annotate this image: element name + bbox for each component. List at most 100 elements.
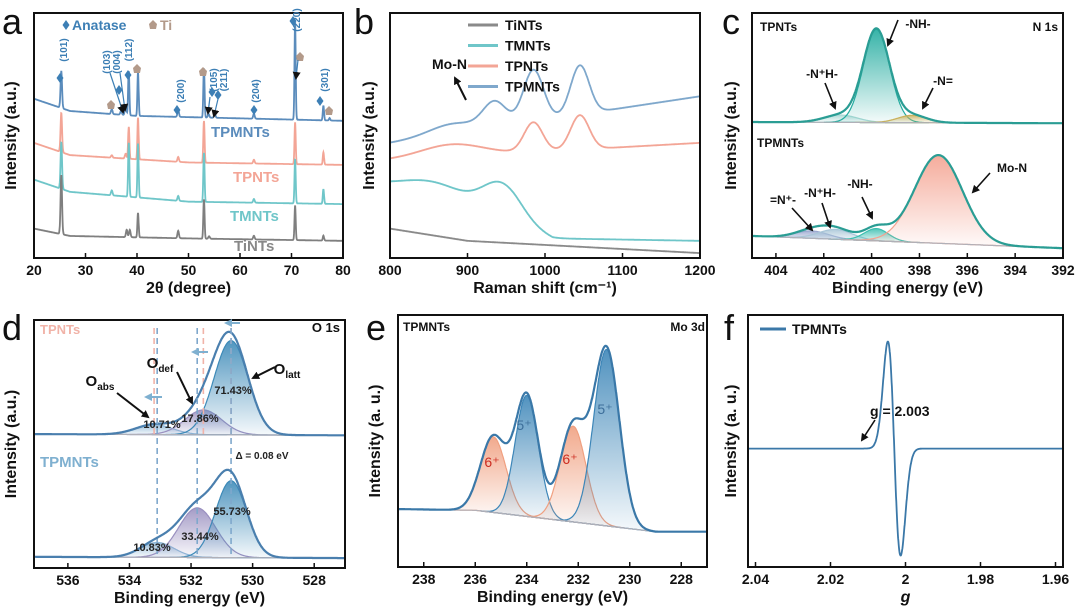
x-tick-label: 234 <box>515 571 539 587</box>
x-tick-label: 228 <box>670 571 694 587</box>
annotation: 71.43% <box>214 385 252 397</box>
annotation-mo-n: Mo-N <box>432 56 467 72</box>
series-line-TPMNTs <box>748 340 1063 557</box>
x-tick-label: 528 <box>303 572 327 588</box>
peak-label: -NH- <box>847 177 872 191</box>
peak-label: 5⁺ <box>516 417 531 433</box>
x-tick-label: 396 <box>956 262 980 278</box>
panel-f: 2.04 2.02 2 1.98 1.96 g Intensity (a. u.) f <box>723 307 1069 606</box>
series-line-TPMNTs <box>390 64 700 144</box>
arrow <box>861 196 874 220</box>
annotation: 10.71% <box>143 419 181 431</box>
anatase-marker-icon <box>56 73 64 83</box>
x-tick-label: 20 <box>26 262 42 278</box>
arrow <box>211 98 220 118</box>
peak-label: TPMNTs <box>403 320 450 334</box>
x-tick-label: 1.96 <box>1042 571 1069 587</box>
x-tick-label: 1200 <box>684 262 715 278</box>
y-axis-label: Intensity (a.u.) <box>3 81 20 189</box>
x-tick-label: 30 <box>78 262 94 278</box>
x-axis-label: Raman shift (cm⁻¹) <box>473 280 617 297</box>
panel-c: 404 402 400 398 396 394 392 Binding energy (eV)… <box>722 1 1075 297</box>
peak-component <box>823 28 929 124</box>
series-line-TPMNTs <box>34 22 343 122</box>
x-tick-label: 532 <box>179 572 203 588</box>
miller-index-label: (101) <box>59 38 70 61</box>
plot-frame <box>751 12 1064 259</box>
x-axis-label: Binding energy (eV) <box>832 280 983 297</box>
arrow <box>791 207 814 232</box>
x-tick-label: 80 <box>335 262 351 278</box>
series-line-TiNTs <box>34 175 343 242</box>
arrow <box>454 76 467 101</box>
peak-label: 5⁺ <box>597 401 612 417</box>
x-tick-label: 1000 <box>529 262 560 278</box>
x-tick-label: 398 <box>908 262 932 278</box>
series-line-TPMNTs <box>34 468 345 560</box>
anatase-marker-icon <box>115 85 123 95</box>
panel-letter: c <box>722 1 740 42</box>
miller-index-label: (220) <box>292 8 303 31</box>
annotation-subscript: latt <box>285 370 301 381</box>
series-label: TPMNTs <box>211 124 270 141</box>
series-line-TPNTs <box>752 27 1063 125</box>
anatase-marker-icon <box>208 87 216 97</box>
legend-label: TPMNTs <box>505 79 560 95</box>
x-tick-label: 1.98 <box>967 571 994 587</box>
miller-index-label: (004) <box>112 50 123 73</box>
ti-marker-icon <box>149 20 157 29</box>
series-line-TiNTs <box>390 227 700 254</box>
panel-letter: d <box>2 307 22 348</box>
x-tick-label: 60 <box>232 262 248 278</box>
peak-label: =N⁺- <box>770 193 796 207</box>
x-tick-label: 400 <box>860 262 884 278</box>
legend-label: TPMNTs <box>792 321 847 337</box>
y-axis-label: Intensity (a. u.) <box>723 385 740 498</box>
panel-d: 536 534 532 530 528 Binding energy (eV) Intens… <box>2 307 346 607</box>
x-tick-label: 2.02 <box>817 571 844 587</box>
arrow <box>860 419 876 442</box>
arrow <box>119 72 129 112</box>
peak-label: 6⁺ <box>484 454 499 470</box>
annotation: Δ = 0.08 eV <box>235 451 288 462</box>
arrow <box>204 96 213 115</box>
x-tick-label: 238 <box>412 571 436 587</box>
arrow <box>292 59 301 80</box>
x-tick-label: 404 <box>764 262 788 278</box>
panel-letter: b <box>354 1 374 42</box>
legend-label: TMNTs <box>505 38 551 54</box>
x-tick-label: 534 <box>118 572 142 588</box>
arrow <box>251 366 276 379</box>
y-axis-label: Intensity (a.u.) <box>3 390 20 498</box>
anatase-marker-icon <box>250 105 258 115</box>
arrow <box>886 19 899 47</box>
peak-label: Mo-N <box>997 161 1027 175</box>
peak-label: 6⁺ <box>562 451 577 467</box>
panel-letter: a <box>2 1 23 42</box>
peak-label: -N⁺H- <box>806 67 838 81</box>
peak-label: TPMNTs <box>757 136 804 150</box>
x-tick-label: 70 <box>284 262 300 278</box>
annotation: TPNTs <box>40 322 80 337</box>
series-line-TPMNTs <box>398 344 707 533</box>
arrow <box>824 82 837 110</box>
annotation: 17.86% <box>181 413 219 425</box>
annotation: 10.83% <box>133 542 171 554</box>
annotation: Oabs <box>86 373 115 393</box>
plot-area <box>390 64 700 254</box>
x-tick-label: 900 <box>456 262 480 278</box>
x-tick-label: 2.04 <box>742 571 769 587</box>
x-tick-label: 392 <box>1051 262 1075 278</box>
peak-label: TPNTs <box>760 20 797 34</box>
y-axis-label: Intensity (a.u.) <box>723 81 740 189</box>
panel-e: 238 236 234 232 230 228 Binding energy (eV) Int… <box>366 307 708 606</box>
anatase-marker-icon <box>316 96 324 106</box>
x-tick-label: 50 <box>181 262 197 278</box>
series-label: TMNTs <box>230 208 279 225</box>
x-tick-label: 394 <box>1003 262 1027 278</box>
peak-label: Mo 3d <box>670 320 705 334</box>
plot-frame <box>747 314 1064 568</box>
x-axis-label: Binding energy (eV) <box>114 590 265 607</box>
peak-label: -NH- <box>905 17 930 31</box>
plot-frame <box>33 319 346 569</box>
